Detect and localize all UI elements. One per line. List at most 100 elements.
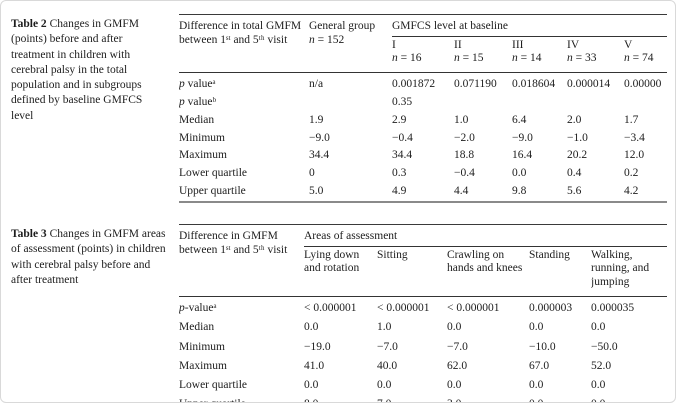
table-cell: −2.0 (454, 131, 475, 144)
table3-area-header: Crawling on hands and knees (447, 246, 529, 298)
table-cell: 0.018604 (512, 77, 556, 90)
table-cell: 0.0 (529, 395, 591, 402)
table-cell (624, 93, 667, 111)
table3-header-span: Areas of assessment (304, 224, 668, 247)
table-cell: 0.071190 (454, 77, 497, 90)
table-cell: 0.4 (567, 167, 582, 180)
table3-caption-label: Table 3 (11, 228, 47, 241)
table-cell: −7.0 (447, 340, 468, 353)
level-n: n = 16 (392, 52, 422, 65)
table-cell: 1.7 (624, 113, 639, 126)
row-label: Minimum (179, 340, 226, 353)
table2-level-header: III n = 14 (512, 36, 567, 73)
table2-wrap: Difference in total GMFM between 1ˢᵗ and… (179, 14, 668, 204)
level-roman: I (392, 38, 396, 51)
table2-header-span: GMFCS level at baseline (392, 14, 668, 37)
table-cell: 3.0 (447, 395, 529, 402)
table-cell (309, 93, 392, 111)
table-cell: 0.0 (304, 321, 319, 334)
table-cell: 0.0 (529, 321, 544, 334)
table-cell: 0.0 (377, 378, 392, 391)
row-label: p valueᵇ (179, 95, 217, 108)
table-cell: < 0.000001 (304, 302, 357, 315)
table2-block: Table 2 Changes in GMFM (points) before … (1, 14, 675, 204)
table3-caption: Table 3 Changes in GMFM areas of assessm… (1, 224, 179, 288)
table-cell: 2.0 (567, 113, 582, 126)
table3-row: Minimum −19.0 −7.0 −7.0 −10.0 −50.0 (179, 338, 667, 357)
table2-header-col1: Difference in total GMFM between 1ˢᵗ and… (179, 14, 309, 73)
table-cell: 0.35 (392, 95, 413, 108)
table-cell: 0.001872 (392, 77, 436, 90)
table-cell: 0.0 (512, 167, 527, 180)
table3-area-header: Sitting (377, 246, 447, 298)
table3-row: p-valueᵃ < 0.000001 < 0.000001 < 0.000001 0.… (179, 297, 667, 319)
table3-row: Lower quartile 0.0 0.0 0.0 0.0 0.0 (179, 376, 667, 395)
row-label: Lower quartile (179, 167, 248, 180)
table-cell: 52.0 (591, 359, 612, 372)
table-cell: 6.4 (512, 113, 527, 126)
table-cell: 67.0 (529, 359, 550, 372)
table3-header-row1: Difference in GMFM between 1ˢᵗ and 5ᵗʰ v… (179, 224, 668, 298)
table-cell: 0.0 (591, 321, 606, 334)
level-roman: II (454, 38, 462, 51)
row-label: Maximum (179, 359, 227, 372)
table2-row: p valueᵃ n/a 0.001872 0.071190 0.018604 0.000… (179, 72, 667, 93)
level-roman: IV (567, 38, 580, 51)
table-cell: 0.000035 (591, 302, 635, 315)
table-cell (454, 93, 512, 111)
table-cell: −3.4 (624, 131, 645, 144)
table-cell: 0.0 (447, 378, 462, 391)
level-n: n = 33 (567, 52, 597, 65)
table3-row: Median 0.0 1.0 0.0 0.0 0.0 (179, 319, 667, 338)
table2-caption-label: Table 2 (11, 18, 47, 30)
table-cell: 40.0 (377, 359, 398, 372)
table2-caption-text: Changes in GMFM (points) before and afte… (11, 18, 143, 122)
table-cell: −9.0 (309, 131, 330, 144)
table-cell: 0.0 (304, 378, 319, 391)
row-label: Median (179, 321, 215, 334)
table-cell: 4.9 (392, 185, 407, 198)
table-cell (512, 93, 567, 111)
row-label: p valueᵃ (179, 77, 216, 90)
row-label: Upper quartile (179, 395, 304, 402)
table-cell: 0.000003 (529, 302, 573, 315)
table-cell: 20.2 (567, 149, 588, 162)
table-cell: 5.0 (309, 185, 324, 198)
table-cell: 41.0 (304, 359, 325, 372)
table-cell: −50.0 (591, 340, 618, 353)
table-cell: 0.0 (591, 395, 667, 402)
table3-subheader-row: Lying down and rotation Sitting Crawling o… (179, 246, 668, 298)
table-cell: 1.0 (454, 113, 469, 126)
row-label: Minimum (179, 131, 226, 144)
table-cell: 1.0 (377, 321, 392, 334)
level-n: n = 15 (454, 52, 484, 65)
level-n: n = 14 (512, 52, 542, 65)
table3-header-col1: Difference in GMFM between 1ˢᵗ and 5ᵗʰ v… (179, 224, 304, 298)
table-cell: −9.0 (512, 131, 533, 144)
level-roman: III (512, 38, 524, 51)
table-cell: 0.0 (447, 321, 462, 334)
row-label: Upper quartile (179, 185, 246, 198)
table2-header-general: General group n = 152 (309, 14, 392, 73)
level-n: n = 74 (624, 52, 654, 65)
table-cell: 8.0 (304, 395, 377, 402)
table3-area-header: Lying down and rotation (304, 246, 377, 298)
table-cell (567, 93, 624, 111)
table2-level-header: II n = 15 (454, 36, 512, 73)
table2-row: Lower quartile 0 0.3 −0.4 0.0 0.4 0.2 (179, 165, 667, 183)
table-cell: −0.4 (454, 167, 475, 180)
row-label: Median (179, 113, 215, 126)
table-cell: < 0.000001 (377, 302, 430, 315)
table2-row: Upper quartile 5.0 4.9 4.4 9.8 5.6 4.2 (179, 183, 667, 202)
table-cell: 0.3 (392, 167, 407, 180)
table-cell: 0.0 (591, 378, 606, 391)
general-group-label: General group (309, 20, 376, 32)
table-cell: 18.8 (454, 149, 475, 162)
table-cell: 16.4 (512, 149, 533, 162)
table2-row: Maximum 34.4 34.4 18.8 16.4 20.2 12.0 (179, 147, 667, 165)
table-cell: 4.2 (624, 185, 639, 198)
